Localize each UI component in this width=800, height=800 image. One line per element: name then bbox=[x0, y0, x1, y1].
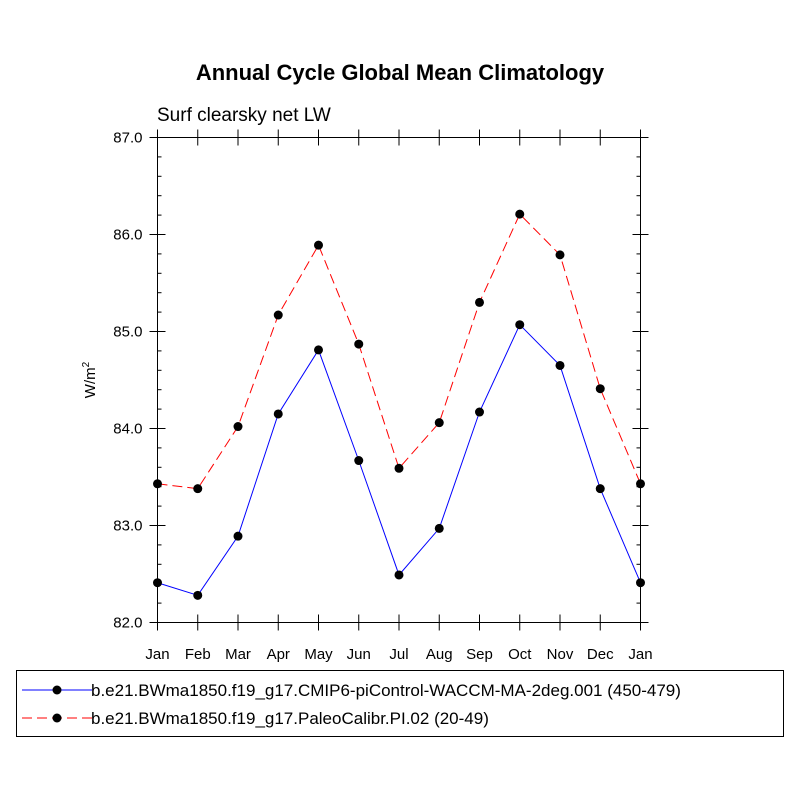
data-point-series-1 bbox=[515, 320, 525, 330]
series-line-2 bbox=[157, 213, 641, 490]
data-point-series-2 bbox=[394, 463, 404, 473]
series-line-1 bbox=[157, 323, 641, 596]
data-point-series-2 bbox=[233, 422, 243, 432]
x-tick-label: Feb bbox=[185, 646, 211, 663]
x-tick-label: Oct bbox=[508, 646, 532, 663]
data-point-series-1 bbox=[153, 578, 162, 588]
data-point-series-2 bbox=[555, 250, 565, 260]
data-point-series-2 bbox=[515, 209, 525, 219]
data-point-series-1 bbox=[354, 456, 364, 466]
x-tick-label: Apr bbox=[267, 646, 290, 663]
data-point-series-2 bbox=[434, 418, 444, 428]
data-point-series-2 bbox=[636, 479, 645, 489]
data-point-series-1 bbox=[193, 590, 203, 600]
y-tick-label: 82.0 bbox=[113, 615, 142, 632]
data-point-series-2 bbox=[314, 240, 323, 250]
data-point-series-2 bbox=[354, 339, 364, 349]
y-tick-labels: 82.0 83.0 84.0 85.0 86.0 87.0 bbox=[113, 130, 142, 632]
data-point-series-2 bbox=[193, 484, 203, 494]
data-point-series-1 bbox=[273, 409, 283, 419]
x-tick-label: Aug bbox=[426, 646, 453, 663]
svg-text:W/m2: W/m2 bbox=[81, 361, 99, 398]
legend-label-1: b.e21.BWma1850.f19_g17.CMIP6-piControl-W… bbox=[91, 681, 681, 700]
x-tick-label: Nov bbox=[547, 646, 574, 663]
y-axis-label-base: W/m bbox=[82, 367, 99, 398]
y-tick-label: 86.0 bbox=[113, 227, 142, 244]
y-axis-label: W/m2 bbox=[81, 361, 99, 398]
x-tick-label: Jan bbox=[628, 646, 652, 663]
data-point-series-2 bbox=[475, 297, 484, 307]
data-point-series-1 bbox=[434, 523, 444, 533]
data-point-series-1 bbox=[595, 484, 605, 494]
series-layer bbox=[153, 209, 645, 600]
data-point-series-1 bbox=[394, 570, 404, 580]
data-point-series-1 bbox=[636, 578, 645, 588]
chart-subtitle: Surf clearsky net LW bbox=[157, 105, 331, 126]
data-point-series-2 bbox=[595, 384, 605, 394]
data-point-series-1 bbox=[233, 531, 243, 541]
data-point-series-1 bbox=[555, 360, 565, 370]
y-axis-label-sup: 2 bbox=[81, 361, 92, 367]
legend: b.e21.BWma1850.f19_g17.CMIP6-piControl-W… bbox=[22, 681, 681, 728]
data-point-series-2 bbox=[153, 479, 162, 489]
x-tick-label: Jul bbox=[389, 646, 408, 663]
legend-marker-2 bbox=[52, 713, 62, 723]
legend-box bbox=[16, 670, 784, 737]
legend-marker-1 bbox=[52, 685, 62, 695]
y-tick-label: 83.0 bbox=[113, 518, 142, 535]
x-tick-label: Sep bbox=[466, 646, 493, 663]
legend-label-2: b.e21.BWma1850.f19_g17.PaleoCalibr.PI.02… bbox=[91, 709, 489, 728]
y-tick-label: 87.0 bbox=[113, 130, 142, 147]
y-tick-label: 84.0 bbox=[113, 421, 142, 438]
x-tick-labels: Jan Feb Mar Apr May Jun Jul Aug Sep Oct Nov Dec Jan bbox=[145, 646, 652, 663]
data-point-series-1 bbox=[475, 407, 484, 417]
x-tick-label: Dec bbox=[587, 646, 614, 663]
x-tick-label: May bbox=[304, 646, 333, 663]
data-point-series-2 bbox=[273, 310, 283, 320]
plot-frame bbox=[157, 137, 641, 623]
x-tick-label: Jan bbox=[145, 646, 169, 663]
x-tick-label: Jun bbox=[347, 646, 371, 663]
y-tick-label: 85.0 bbox=[113, 324, 142, 341]
chart-title: Annual Cycle Global Mean Climatology bbox=[196, 60, 605, 85]
data-point-series-1 bbox=[314, 345, 323, 355]
x-tick-label: Mar bbox=[225, 646, 251, 663]
